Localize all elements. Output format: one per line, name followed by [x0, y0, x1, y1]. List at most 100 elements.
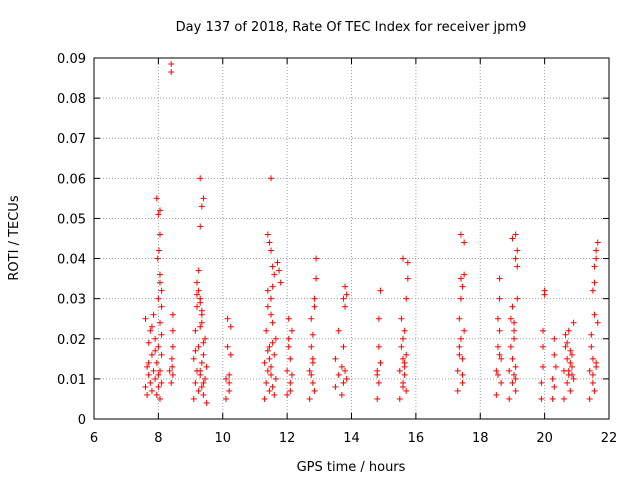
data-point [274, 259, 281, 266]
data-point [197, 367, 204, 374]
data-point [192, 327, 199, 334]
data-point [156, 279, 163, 286]
data-point [158, 287, 165, 294]
data-point [190, 355, 197, 362]
data-point [512, 387, 519, 394]
data-point [338, 363, 345, 370]
data-point [153, 359, 160, 366]
data-point [309, 359, 316, 366]
data-point [288, 371, 295, 378]
data-point [457, 335, 464, 342]
data-point [549, 375, 556, 382]
marker-layer [142, 61, 601, 406]
y-tick-label: 0.06 [57, 172, 86, 187]
data-point [285, 335, 292, 342]
data-point [198, 383, 205, 390]
data-point [335, 371, 342, 378]
data-point [514, 295, 521, 302]
data-point [496, 275, 503, 282]
data-point [195, 287, 202, 294]
data-point [287, 387, 294, 394]
data-point [565, 327, 572, 334]
data-point [589, 355, 596, 362]
data-point [396, 395, 403, 402]
data-point [169, 371, 176, 378]
data-point [588, 343, 595, 350]
data-point [192, 347, 199, 354]
data-point [594, 319, 601, 326]
data-point [512, 375, 519, 382]
data-point [400, 355, 406, 362]
data-point [271, 271, 278, 278]
data-point [308, 371, 315, 378]
data-point [564, 355, 571, 362]
data-point [400, 335, 406, 342]
data-point [507, 315, 514, 322]
data-point [222, 375, 229, 382]
y-axis-label: ROTI / TECUs [7, 195, 22, 280]
data-point [155, 343, 162, 350]
data-point [269, 283, 276, 290]
data-point [496, 295, 503, 302]
data-point [568, 363, 575, 370]
data-point [591, 279, 598, 286]
data-point [268, 363, 275, 370]
data-point [169, 363, 176, 370]
x-axis-label: GPS time / hours [297, 460, 406, 475]
data-point [400, 383, 406, 390]
data-point [144, 363, 151, 370]
data-point [268, 295, 275, 302]
data-point [509, 235, 516, 242]
data-point [311, 295, 318, 302]
data-point [403, 351, 410, 358]
data-point [226, 379, 233, 386]
x-tick-labels: 6 8 10 12 14 16 18 20 22 [90, 431, 617, 446]
data-point [268, 371, 275, 378]
data-point [494, 315, 501, 322]
data-point [197, 175, 204, 182]
data-point [456, 351, 463, 358]
data-point [313, 275, 320, 282]
data-point [567, 387, 574, 394]
data-point [288, 327, 295, 334]
data-point [222, 395, 229, 402]
data-point [552, 363, 559, 370]
data-point [461, 327, 468, 334]
data-point [375, 315, 382, 322]
data-point [169, 327, 176, 334]
data-point [153, 391, 160, 398]
data-point [190, 395, 197, 402]
data-point [145, 371, 152, 378]
data-point [226, 371, 233, 378]
data-point [560, 395, 567, 402]
data-point [154, 255, 161, 262]
data-point [398, 343, 405, 350]
data-point [266, 355, 273, 362]
data-point [277, 279, 284, 286]
data-point [195, 387, 202, 394]
data-point [308, 315, 315, 322]
data-point [287, 379, 294, 386]
data-point [340, 343, 347, 350]
data-point [540, 363, 547, 370]
data-point [551, 351, 558, 358]
data-point [156, 367, 163, 374]
data-point [166, 367, 173, 374]
data-point [272, 335, 279, 342]
data-point [509, 355, 516, 362]
data-point [403, 295, 410, 302]
data-point [512, 231, 519, 238]
data-point [168, 69, 175, 76]
data-point [494, 343, 501, 350]
data-point [343, 375, 350, 382]
data-point [593, 247, 600, 254]
data-point [401, 371, 408, 378]
data-point [156, 247, 163, 254]
data-point [496, 327, 503, 334]
data-point [198, 203, 205, 210]
x-tick-label: 20 [536, 431, 553, 446]
data-point [148, 323, 155, 330]
data-point [401, 363, 408, 370]
data-point [457, 295, 464, 302]
data-point [591, 311, 598, 318]
